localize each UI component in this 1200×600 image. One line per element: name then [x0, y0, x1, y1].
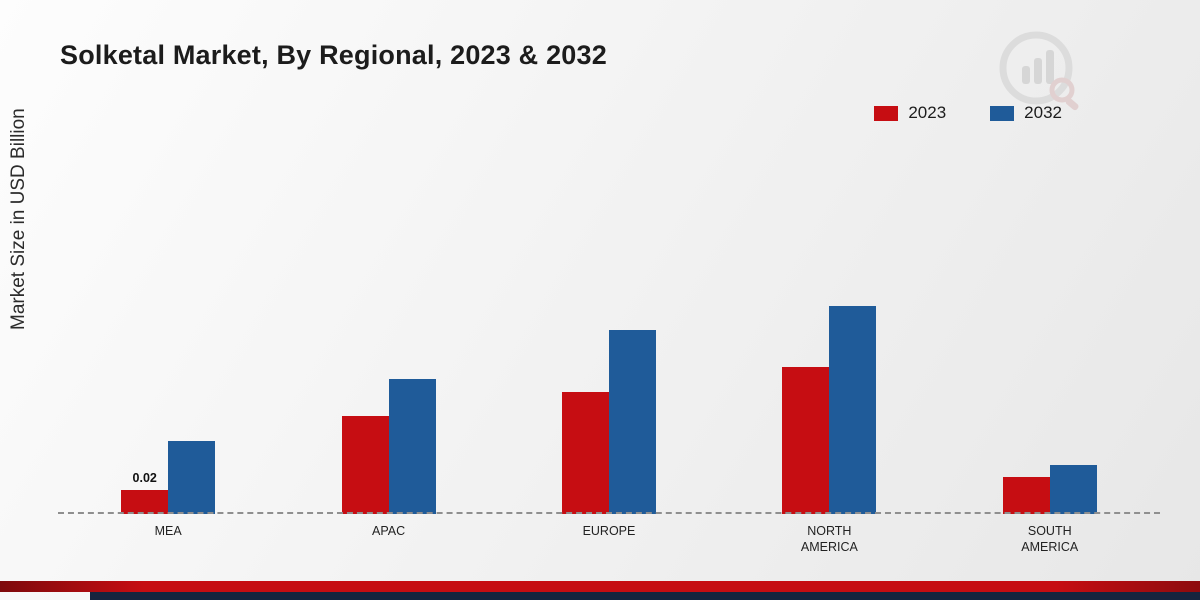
bar-group-mea: 0.02 MEA [121, 440, 216, 560]
legend: 2023 2032 [874, 103, 1062, 123]
bar-2023-south-america [1002, 477, 1050, 514]
category-label-north-america: NORTH AMERICA [800, 524, 858, 555]
bar-2023-mea: 0.02 [121, 471, 169, 514]
market-research-logo-icon [999, 31, 1079, 111]
bar-2032-mea [168, 440, 216, 514]
legend-item-2032: 2032 [990, 103, 1062, 123]
bar-group-europe: EUROPE [561, 330, 656, 560]
category-label-europe: EUROPE [582, 524, 636, 538]
y-axis-label: Market Size in USD Billion [8, 108, 29, 330]
legend-swatch-2023 [874, 105, 899, 121]
bar-2032-south-america [1049, 465, 1097, 514]
footer-navy-stripe [90, 592, 1200, 600]
bar-2032-apac [388, 379, 436, 514]
bar-group-south-america: SOUTH AMERICA [1002, 465, 1097, 560]
bar-2023-apac [341, 416, 389, 514]
bar-group-apac: APAC [341, 379, 436, 560]
bar-groups: 0.02 MEA APAC EUROPE NORTH AMERICA SOUTH AMER… [58, 130, 1160, 560]
bar-value-label: 0.02 [132, 470, 157, 485]
bar-2023-europe [561, 391, 609, 514]
chart-title: Solketal Market, By Regional, 2023 & 203… [60, 40, 607, 70]
legend-label-2032: 2032 [1024, 103, 1062, 122]
plot-area: 0.02 MEA APAC EUROPE NORTH AMERICA SOUTH AMER… [58, 130, 1160, 560]
legend-item-2023: 2023 [874, 103, 946, 123]
legend-label-2023: 2023 [908, 103, 947, 122]
category-label-south-america: SOUTH AMERICA [1021, 524, 1079, 555]
category-label-apac: APAC [372, 524, 406, 538]
category-label-mea: MEA [154, 524, 182, 538]
bar-group-north-america: NORTH AMERICA [782, 306, 877, 560]
bar-2023-north-america [782, 367, 830, 514]
legend-swatch-2032 [990, 105, 1015, 121]
bar-2032-north-america [829, 306, 877, 514]
x-axis-baseline [58, 512, 1160, 514]
footer-red-stripe [0, 581, 1200, 592]
bar-2032-europe [608, 330, 656, 514]
